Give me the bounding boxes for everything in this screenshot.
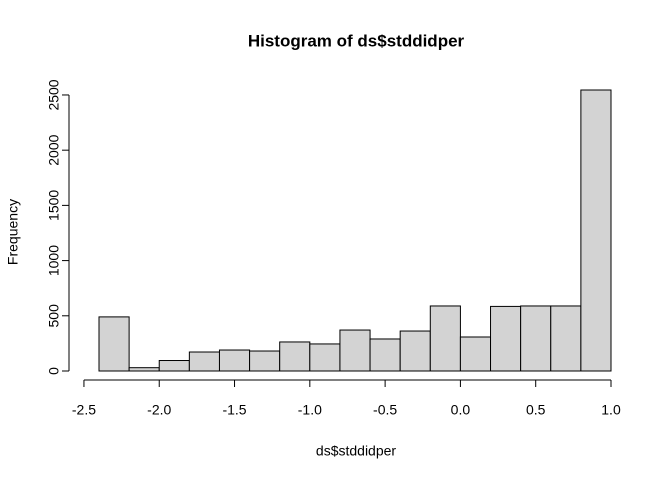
bar [98, 316, 130, 372]
x-tick-label: 0.5 [526, 402, 546, 418]
bar [279, 341, 311, 372]
bar [580, 89, 612, 372]
y-tick-label: 2000 [46, 134, 62, 165]
bar [459, 336, 492, 372]
bar [490, 305, 522, 372]
x-tick-label: 0.0 [451, 402, 471, 418]
bar [369, 338, 401, 372]
y-tick-label: 0 [46, 367, 62, 375]
bar [128, 367, 160, 372]
x-tick-label: -1.5 [222, 402, 246, 418]
bar [158, 360, 190, 372]
y-axis-label: Frequency [5, 199, 21, 265]
bar [218, 349, 251, 372]
chart-title: Histogram of ds$stddidper [248, 31, 465, 50]
bar [309, 343, 341, 372]
bar [520, 305, 552, 372]
x-tick-label: -1.0 [298, 402, 322, 418]
x-tick-label: -2.5 [72, 402, 96, 418]
x-axis-label: ds$stddidper [316, 443, 397, 459]
x-tick-label: -0.5 [373, 402, 397, 418]
y-tick-label: 1000 [46, 245, 62, 276]
y-tick-label: 1500 [46, 190, 62, 221]
bar [399, 330, 431, 372]
bar [550, 305, 582, 372]
y-tick-label: 2500 [46, 79, 62, 110]
x-tick-label: -2.0 [147, 402, 171, 418]
bar [429, 305, 461, 372]
bar [188, 351, 220, 372]
bar [339, 329, 371, 372]
y-tick-label: 500 [46, 304, 62, 328]
bar [249, 350, 281, 372]
x-tick-label: 1.0 [601, 402, 621, 418]
